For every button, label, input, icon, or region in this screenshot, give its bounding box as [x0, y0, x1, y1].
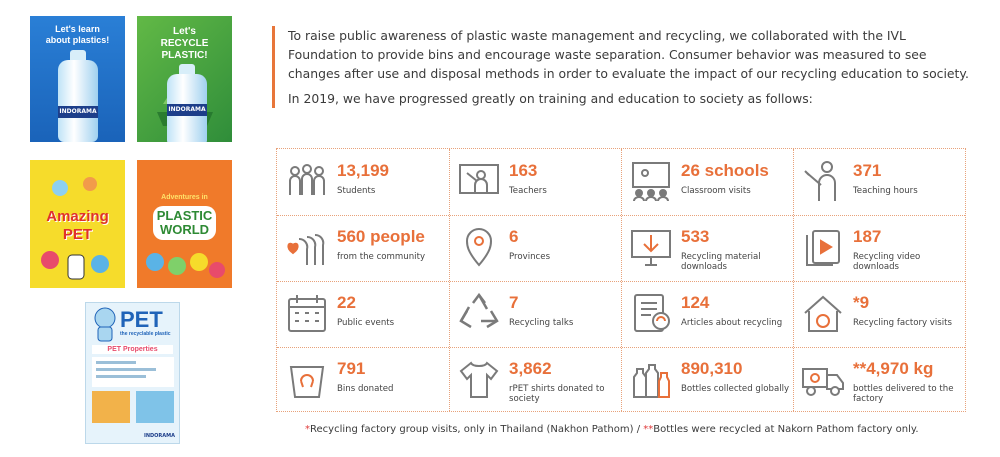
truck-icon	[802, 368, 844, 396]
stat-label: Public events	[337, 318, 395, 328]
stat-label: Recycling material downloads	[681, 252, 761, 272]
stat-value: 13,199	[337, 161, 389, 180]
stat-classroom-visits: 26 schools Classroom visits	[621, 149, 793, 215]
water-bottle-image: INDORAMA	[58, 50, 98, 142]
calendar-icon	[288, 295, 326, 332]
stat-value: 187	[853, 227, 882, 246]
stat-label: from the community	[337, 252, 426, 262]
stat-label: Students	[337, 186, 376, 196]
cartoon-characters-illustration	[41, 177, 109, 280]
stat-value: 7	[509, 293, 519, 312]
cover-adventures-subtitle: Adventures in	[161, 194, 208, 201]
stat-public-events: 22 Public events	[277, 281, 449, 347]
pet-title: PET	[120, 307, 163, 332]
stat-value: 124	[681, 293, 710, 312]
teacher-board-icon	[459, 164, 499, 194]
stat-value: 6	[509, 227, 519, 246]
stat-value: **4,970 kg	[853, 359, 934, 378]
stat-material-downloads: 533 Recycling material downloads	[621, 215, 793, 281]
stat-value: 3,862	[509, 359, 552, 378]
stat-teaching-hours: 371 Teaching hours	[793, 149, 965, 215]
cover-pet-recyclable: PET the recyclable plastic PET Propertie…	[85, 302, 180, 444]
factory-recycle-icon	[804, 295, 842, 332]
video-download-icon	[806, 230, 840, 266]
stat-value: 533	[681, 227, 710, 246]
articles-recycle-icon	[634, 294, 670, 332]
teaching-icon	[804, 161, 836, 201]
shirt-icon	[459, 361, 499, 398]
cover-amazing-title: Amazing PET	[46, 208, 109, 243]
stat-provinces: 6 Provinces	[449, 215, 621, 281]
stat-label: bottles delivered to the factory	[853, 384, 954, 404]
stat-students: 13,199 Students	[277, 149, 449, 215]
stat-community: 560 people from the community	[277, 215, 449, 281]
footnote-text: Bottles were recycled at Nakorn Pathom f…	[653, 424, 919, 435]
stat-articles: 124 Articles about recycling	[621, 281, 793, 347]
stat-bottles-collected: 890,310 Bottles collected globally	[621, 347, 793, 413]
stats-grid: 13,199 Students 163 Teachers 26 schools …	[276, 148, 966, 412]
footnote-double-star: **	[643, 424, 654, 435]
stat-label: Provinces	[509, 252, 551, 262]
classroom-icon	[632, 162, 670, 202]
stat-value: 890,310	[681, 359, 743, 378]
cover-learn-plastics: Let's learn about plastics! INDORAMA	[30, 16, 125, 142]
bottles-icon	[633, 364, 670, 398]
stat-bottles-delivered: **4,970 kg bottles delivered to the fact…	[793, 347, 965, 413]
stat-teachers: 163 Teachers	[449, 149, 621, 215]
community-icon	[287, 234, 325, 265]
footnote-text: Recycling factory group visits, only in …	[310, 424, 644, 435]
water-bottle-image: INDORAMA	[167, 64, 207, 142]
stat-value: 163	[509, 161, 538, 180]
students-icon	[289, 164, 325, 195]
stat-value: 26 schools	[681, 161, 769, 180]
cover-plastic-world-title: PLASTIC WORLD	[153, 206, 216, 240]
footnote-star: *	[305, 424, 310, 435]
bin-icon	[289, 366, 325, 398]
cover-amazing-pet: Amazing PET	[30, 160, 125, 288]
footnote: *Recycling factory group visits, only in…	[305, 424, 919, 435]
pet-brand-label: INDORAMA	[143, 433, 175, 439]
stat-label: Teaching hours	[853, 186, 918, 196]
download-monitor-icon	[631, 230, 671, 266]
intro-paragraph: To raise public awareness of plastic was…	[288, 28, 969, 81]
pet-subtitle: the recyclable plastic	[120, 331, 171, 337]
stat-recycling-talks: 7 Recycling talks	[449, 281, 621, 347]
location-pin-icon	[465, 228, 493, 267]
intro-progress-sentence: In 2019, we have progressed greatly on t…	[288, 91, 813, 106]
stat-factory-visits: *9 Recycling factory visits	[793, 281, 965, 347]
stat-label: Recycling video downloads	[853, 252, 921, 272]
stat-label: Bins donated	[337, 384, 394, 394]
cover-plastic-world: Adventures in PLASTIC WORLD	[137, 160, 232, 288]
stat-value: *9	[853, 293, 870, 312]
stat-label: Bottles collected globally	[681, 384, 790, 394]
stat-label: Articles about recycling	[681, 318, 783, 328]
cover-recycle-plastic: Let's RECYCLE PLASTIC! INDORAMA	[137, 16, 232, 142]
stat-video-downloads: 187 Recycling video downloads	[793, 215, 965, 281]
stat-value: 791	[337, 359, 366, 378]
cover-learn-title: Let's learn about plastics!	[45, 24, 110, 45]
stat-value: 560 people	[337, 227, 425, 246]
cartoon-characters-illustration	[146, 253, 225, 278]
intro-text-block: To raise public awareness of plastic was…	[272, 26, 978, 108]
stat-label: Classroom visits	[681, 186, 751, 196]
stat-label: Recycling factory visits	[853, 318, 952, 328]
stat-label: Teachers	[509, 186, 547, 196]
stat-label: Recycling talks	[509, 318, 574, 328]
recycle-icon	[459, 292, 499, 329]
stat-rpet-shirts: 3,862 rPET shirts donated to society	[449, 347, 621, 413]
pet-info-graphic	[92, 357, 174, 423]
mascot-illustration	[94, 307, 116, 342]
stat-label: rPET shirts donated to society	[509, 384, 605, 404]
stat-bins-donated: 791 Bins donated	[277, 347, 449, 413]
stat-value: 22	[337, 293, 356, 312]
pet-properties-heading: PET Properties	[92, 345, 173, 354]
stat-value: 371	[853, 161, 882, 180]
cover-recycle-title: Let's RECYCLE PLASTIC!	[160, 26, 209, 61]
